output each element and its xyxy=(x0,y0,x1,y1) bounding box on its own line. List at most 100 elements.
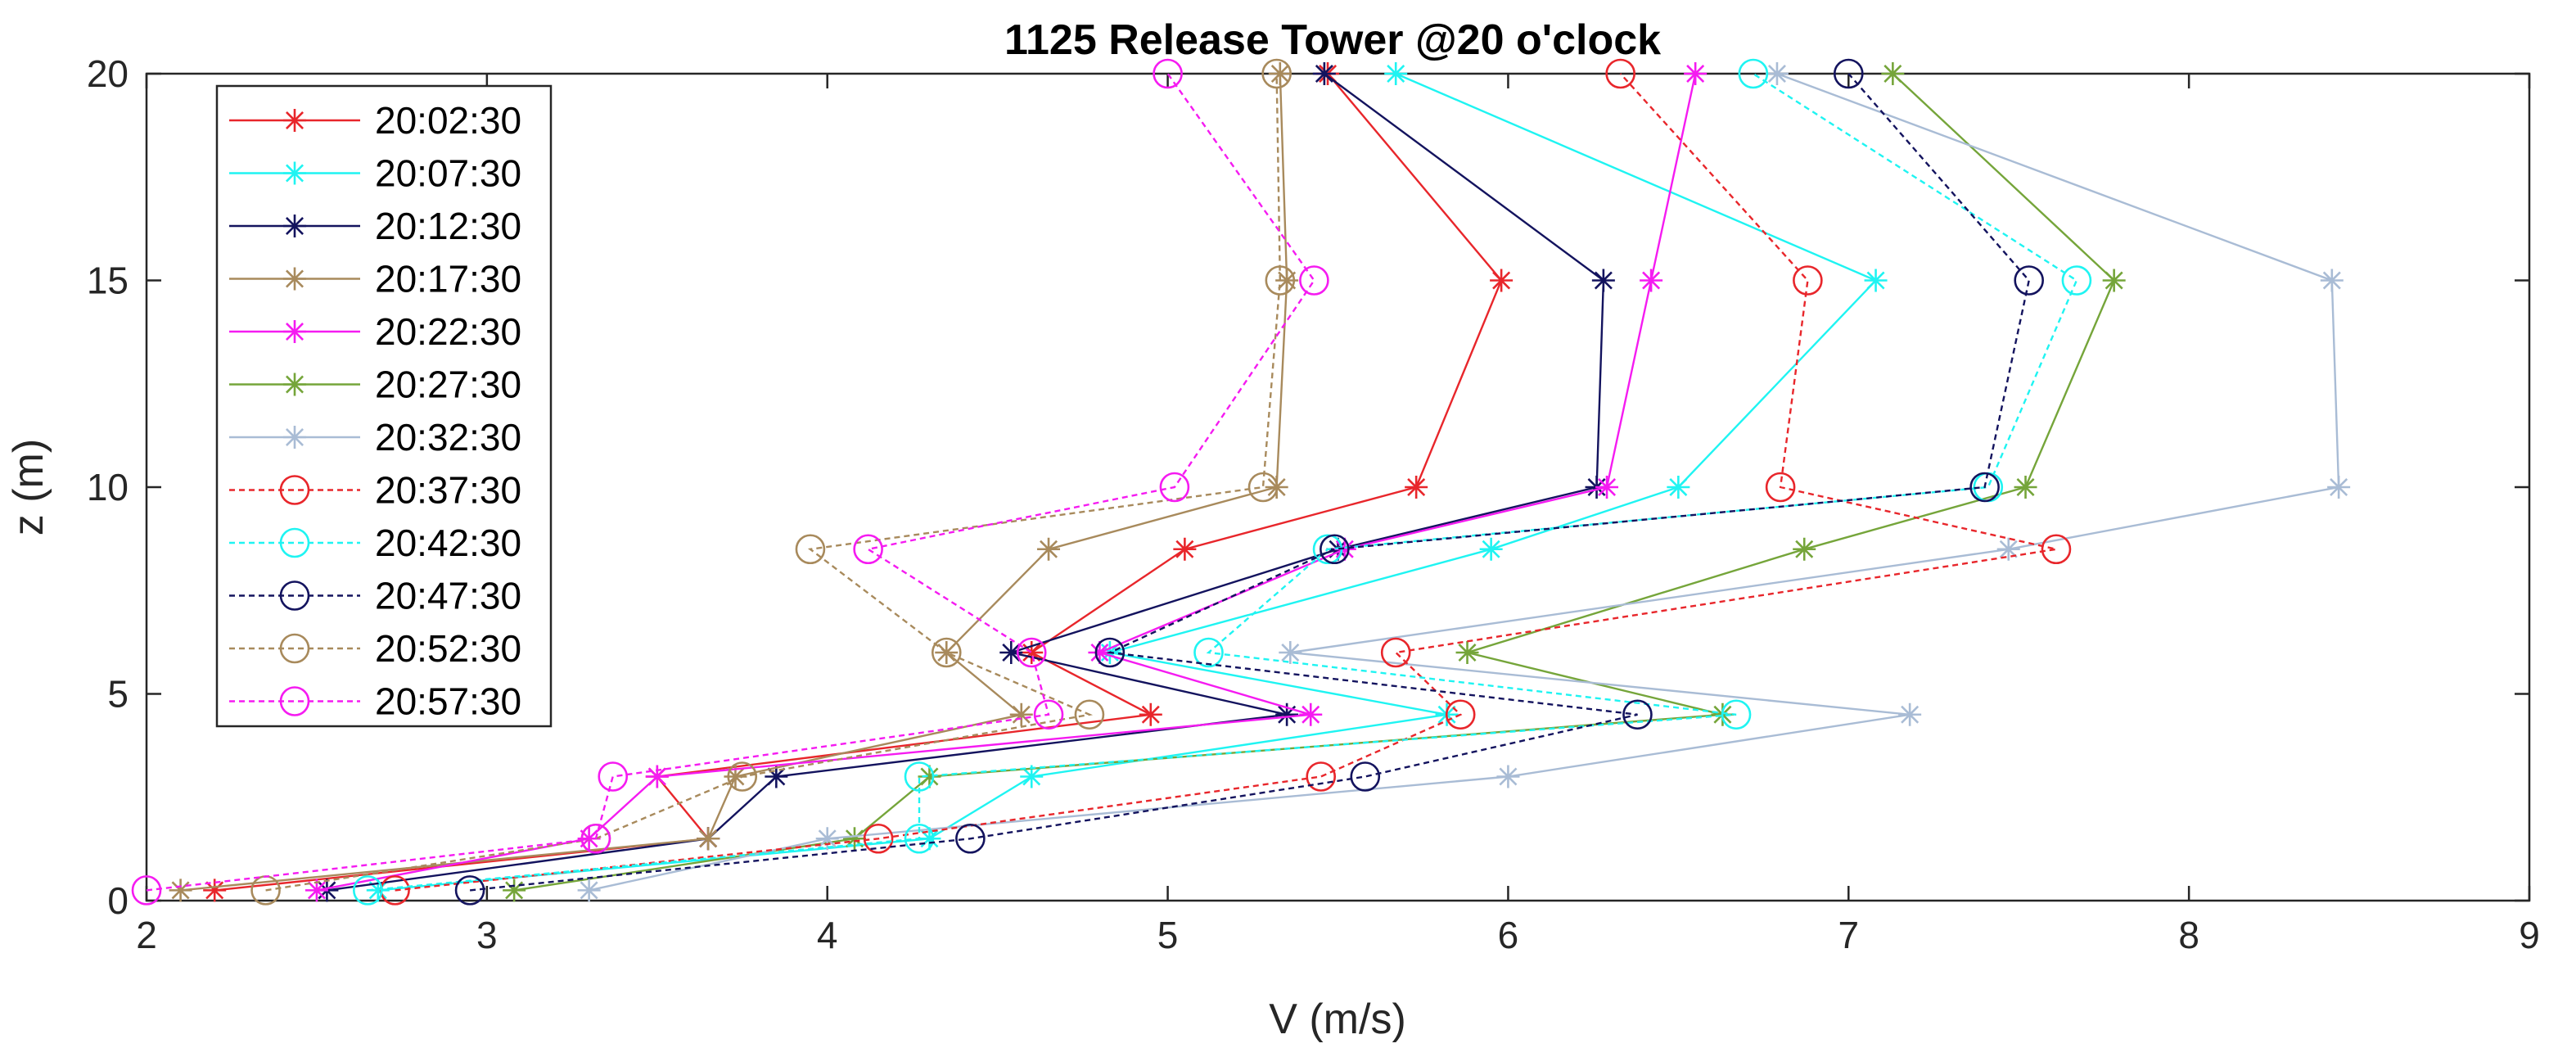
data-point xyxy=(1684,62,1708,85)
data-point xyxy=(279,475,310,505)
data-point xyxy=(1496,765,1520,788)
data-point xyxy=(1139,702,1162,726)
data-point xyxy=(1605,58,1635,89)
data-point xyxy=(1479,537,1503,561)
legend-entries: 20:02:30 20:07:30 20:12:30 20:17:30 20:22:30… xyxy=(229,99,521,723)
legend-label: 20:22:30 xyxy=(375,310,521,353)
data-point xyxy=(1299,265,1329,296)
data-point xyxy=(1765,62,1789,85)
series-20-42-30 xyxy=(353,58,2092,906)
legend-entry: 20:57:30 xyxy=(229,680,521,723)
series-20-37-30 xyxy=(380,58,2072,906)
series-layer xyxy=(131,58,2351,906)
data-point xyxy=(279,527,310,558)
data-point xyxy=(283,109,306,132)
data-point xyxy=(853,534,883,565)
legend-label: 20:07:30 xyxy=(375,152,521,195)
data-point xyxy=(842,827,866,851)
data-point xyxy=(279,580,310,611)
data-point xyxy=(2327,476,2351,499)
data-point xyxy=(1074,699,1105,730)
data-point xyxy=(1622,699,1653,730)
data-point xyxy=(1016,637,1047,668)
data-point xyxy=(454,875,485,906)
legend-entry: 20:52:30 xyxy=(229,627,521,670)
data-point xyxy=(2014,476,2037,499)
data-point xyxy=(283,426,306,449)
data-point xyxy=(1033,699,1064,730)
data-point xyxy=(1312,62,1336,85)
data-point xyxy=(645,765,669,788)
series-20-57-30 xyxy=(131,58,1329,906)
data-point xyxy=(1261,58,1292,89)
data-point xyxy=(955,823,986,854)
data-point xyxy=(1640,269,1663,292)
data-point xyxy=(904,823,935,854)
data-point xyxy=(935,641,959,664)
y-tick-label: 0 xyxy=(107,879,129,922)
data-point xyxy=(1088,641,1112,664)
legend-label: 20:57:30 xyxy=(375,680,521,723)
data-point xyxy=(1793,265,1823,296)
y-axis: 0 5 10 15 20 xyxy=(87,52,2529,922)
x-tick-label: 7 xyxy=(1838,914,1859,956)
legend-label: 20:37:30 xyxy=(375,469,521,512)
series-20-47-30 xyxy=(454,58,2044,906)
data-point xyxy=(2061,265,2092,296)
x-tick-label: 2 xyxy=(136,914,157,956)
data-point xyxy=(918,765,941,788)
legend-label: 20:12:30 xyxy=(375,205,521,247)
data-point xyxy=(1721,699,1752,730)
data-point xyxy=(1405,476,1428,499)
series-20-52-30 xyxy=(250,58,1296,906)
data-point xyxy=(863,823,894,854)
data-point xyxy=(203,879,227,902)
legend-entry: 20:47:30 xyxy=(229,575,521,617)
data-point xyxy=(1898,702,1922,726)
legend-label: 20:02:30 xyxy=(375,99,521,142)
series-line xyxy=(265,73,1282,892)
data-point xyxy=(1445,699,1476,730)
data-point xyxy=(931,637,962,668)
data-point xyxy=(283,215,306,237)
legend: 20:02:30 20:07:30 20:12:30 20:17:30 20:22:30… xyxy=(215,84,553,728)
data-point xyxy=(1279,641,1302,664)
x-tick-label: 4 xyxy=(817,914,838,956)
data-point xyxy=(1591,269,1615,292)
data-point xyxy=(1667,476,1690,499)
data-point xyxy=(815,827,839,851)
data-point xyxy=(353,875,383,906)
data-point xyxy=(1094,637,1126,668)
legend-label: 20:42:30 xyxy=(375,522,521,564)
y-tick-label: 15 xyxy=(87,260,129,302)
data-point xyxy=(577,879,601,902)
series-line xyxy=(146,73,1315,892)
data-point xyxy=(503,879,526,902)
legend-entry: 20:22:30 xyxy=(229,310,521,353)
data-point xyxy=(1595,476,1619,499)
data-point xyxy=(999,641,1023,664)
legend-entry: 20:02:30 xyxy=(229,99,521,142)
data-point xyxy=(169,879,192,902)
data-point xyxy=(283,373,306,396)
x-tick-label: 8 xyxy=(2178,914,2199,956)
data-point xyxy=(1173,537,1197,561)
x-tick-label: 6 xyxy=(1498,914,1519,956)
data-point xyxy=(2102,269,2126,292)
data-point xyxy=(1738,58,1769,89)
data-point xyxy=(2014,265,2044,296)
legend-label: 20:17:30 xyxy=(375,258,521,300)
data-point xyxy=(580,823,611,854)
legend-label: 20:27:30 xyxy=(375,364,521,406)
x-axis-label: V (m/s) xyxy=(1269,996,1406,1043)
data-point xyxy=(1350,761,1381,792)
data-point xyxy=(1455,641,1479,664)
legend-box xyxy=(215,84,553,728)
data-point xyxy=(1881,62,1905,85)
data-point xyxy=(279,633,310,664)
chart-title: 1125 Release Tower @20 o'clock xyxy=(1004,16,1661,64)
x-tick-label: 3 xyxy=(476,914,498,956)
data-point xyxy=(1380,637,1411,668)
data-point xyxy=(131,875,162,906)
